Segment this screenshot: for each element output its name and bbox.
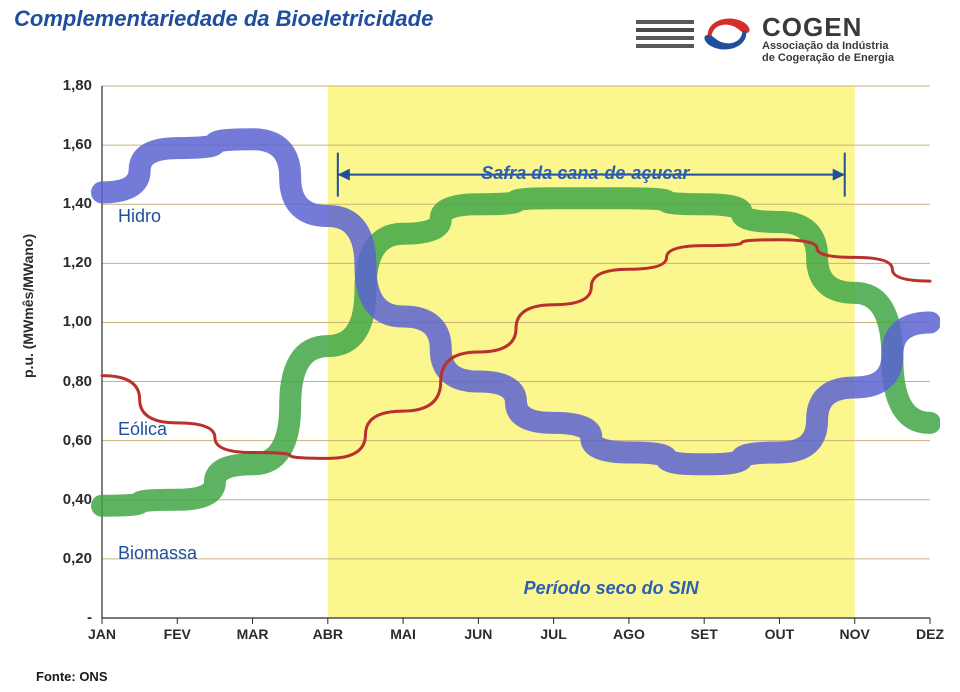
y-tick-label: 0,60 <box>54 432 92 449</box>
y-tick-label: 0,80 <box>54 373 92 390</box>
logo-subtitle: Associação da Indústria de Cogeração de … <box>762 40 894 64</box>
eolica-label: Eólica <box>118 419 167 440</box>
x-tick-label: NOV <box>825 626 885 642</box>
cogen-logo: COGEN Associação da Indústria de Cogeraç… <box>636 14 936 72</box>
logo-stripes-icon <box>636 20 694 52</box>
safra-annotation: Safra da cana-de-açucar <box>481 163 689 184</box>
y-tick-label: 1,20 <box>54 254 92 271</box>
logo-swirl-icon <box>698 10 756 58</box>
chart-source: Fonte: ONS <box>36 669 108 684</box>
page-title: Complementariedade da Bioeletricidade <box>14 6 433 32</box>
x-tick-label: DEZ <box>900 626 960 642</box>
x-tick-label: AGO <box>599 626 659 642</box>
y-tick-label: 1,00 <box>54 313 92 330</box>
y-tick-label: 1,40 <box>54 195 92 212</box>
x-tick-label: OUT <box>749 626 809 642</box>
periodo-annotation: Período seco do SIN <box>524 578 699 599</box>
y-tick-label: 0,20 <box>54 550 92 567</box>
x-tick-label: ABR <box>298 626 358 642</box>
x-tick-label: FEV <box>147 626 207 642</box>
x-tick-label: JUL <box>524 626 584 642</box>
hidro-label: Hidro <box>118 206 161 227</box>
x-tick-label: SET <box>674 626 734 642</box>
logo-brand-text: COGEN <box>762 12 862 43</box>
y-tick-label: - <box>54 609 92 626</box>
x-tick-label: JUN <box>448 626 508 642</box>
x-tick-label: JAN <box>72 626 132 642</box>
x-tick-label: MAR <box>223 626 283 642</box>
x-tick-label: MAI <box>373 626 433 642</box>
y-tick-label: 1,80 <box>54 77 92 94</box>
logo-subtitle-line1: Associação da Indústria <box>762 40 889 52</box>
complementarity-chart: p.u. (MWmês/MWano) -0,200,400,600,801,00… <box>30 78 940 658</box>
y-tick-label: 0,40 <box>54 491 92 508</box>
biomassa-label: Biomassa <box>118 543 197 564</box>
logo-subtitle-line2: de Cogeração de Energia <box>762 52 894 64</box>
y-tick-label: 1,60 <box>54 136 92 153</box>
